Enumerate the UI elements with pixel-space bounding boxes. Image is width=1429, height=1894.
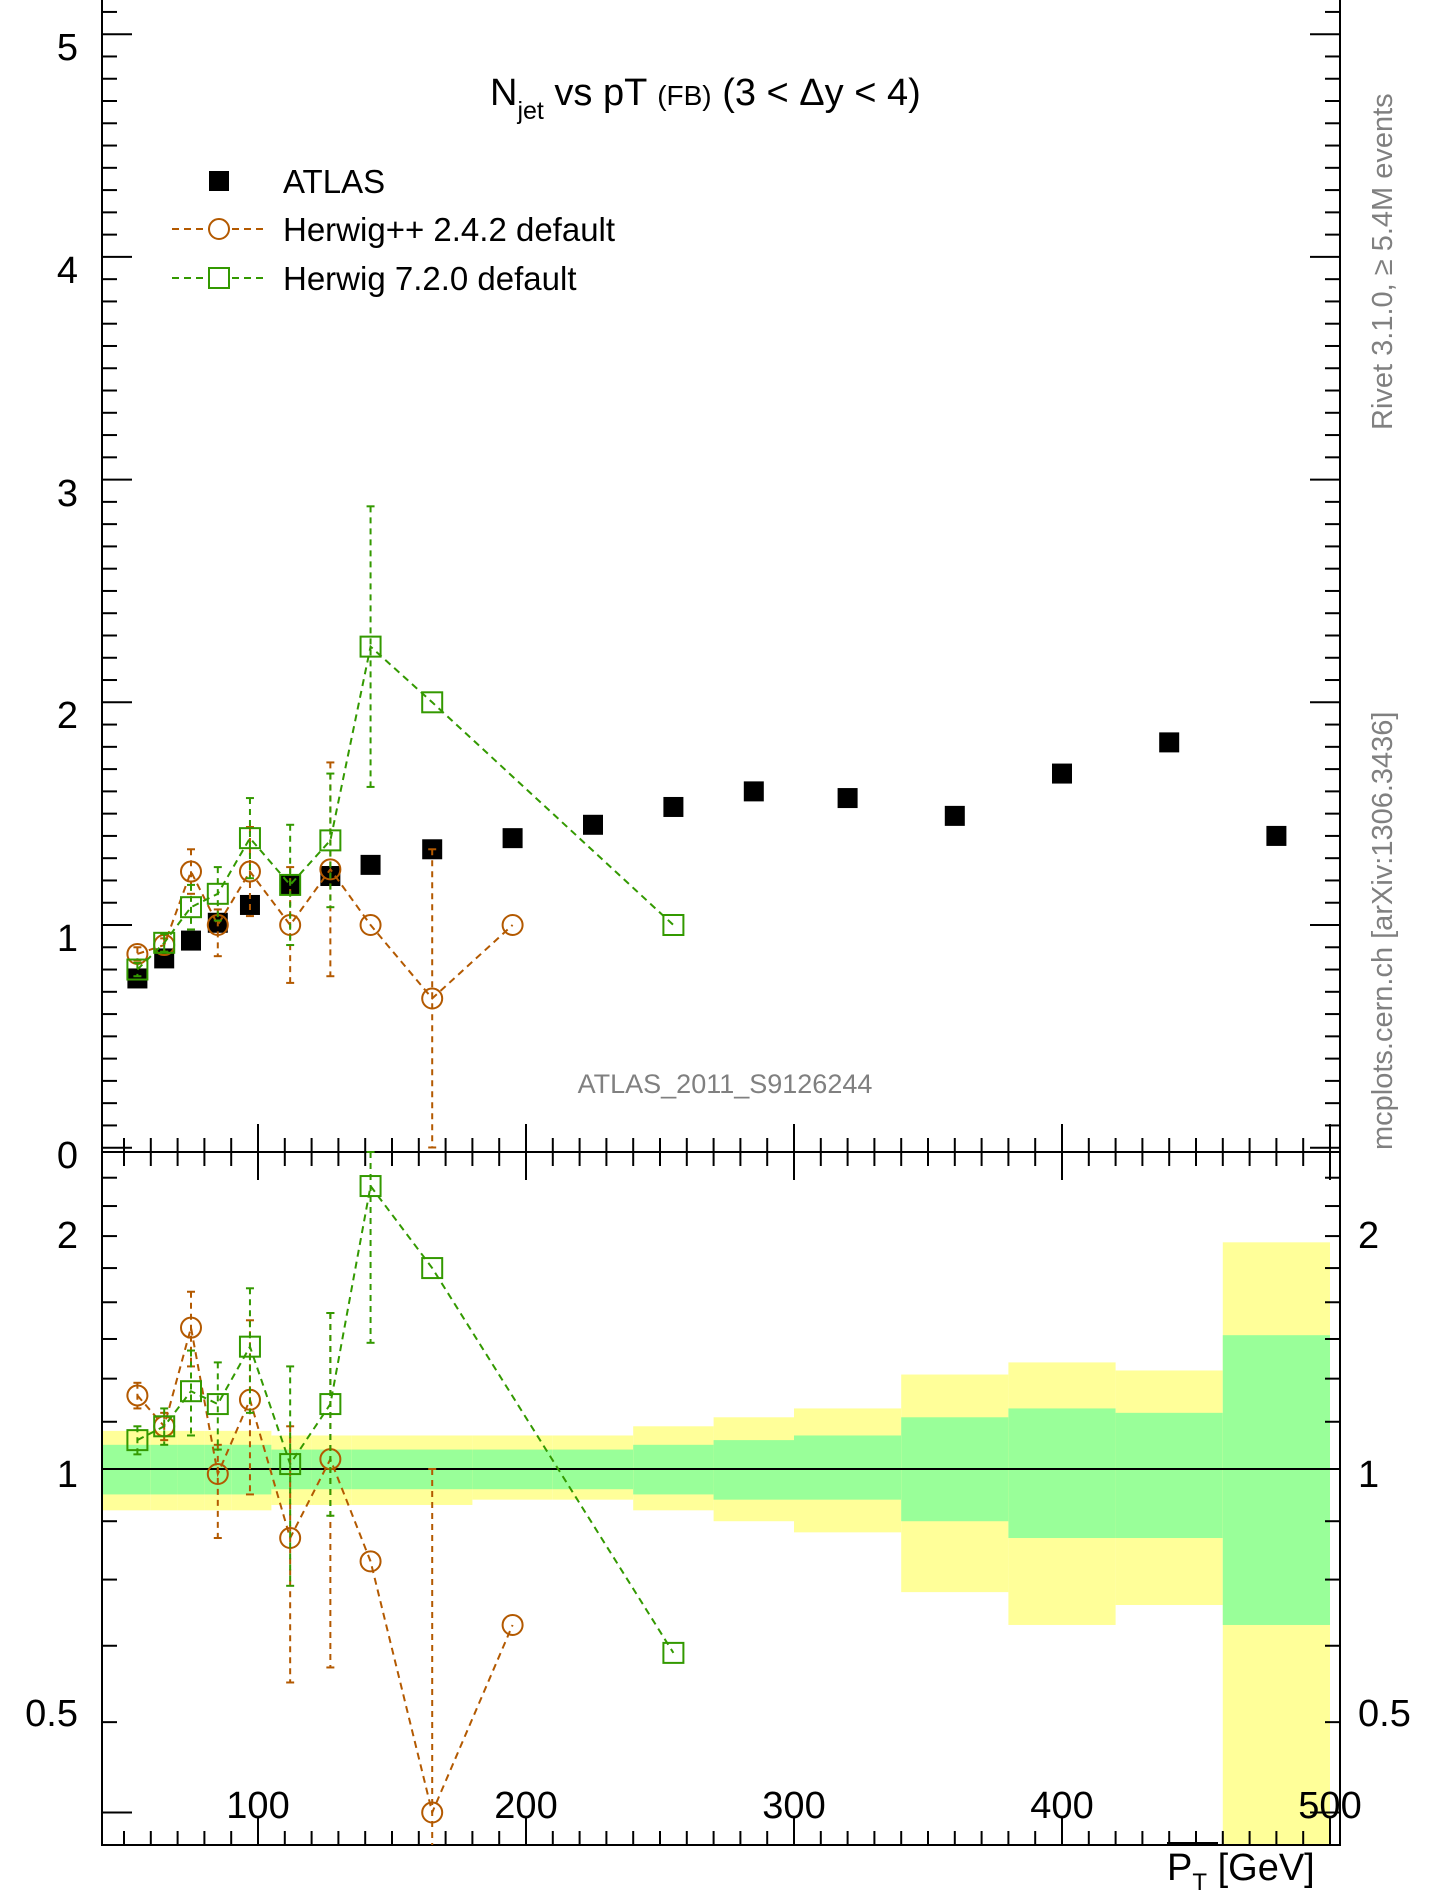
herwig7-point: [359, 635, 382, 658]
herwig7-point: [421, 691, 444, 714]
top-y-tick-1: 1: [57, 918, 78, 960]
atlas-point: [743, 781, 764, 802]
atlas-point: [944, 805, 965, 826]
top-series-layer: [126, 505, 1287, 1149]
herwig7-point: [153, 931, 176, 954]
legend-herwig7-marker: [208, 267, 230, 289]
atlas-point: [502, 828, 523, 849]
herwigpp-point: [501, 914, 524, 936]
x-tick-300: 300: [762, 1785, 825, 1827]
herwig7-point: [206, 882, 229, 905]
legend-herwigpp-marker: [208, 218, 230, 240]
ratio-herwigpp-point: [359, 1550, 382, 1573]
mcplots-reference-label: mcplots.cern.ch [arXiv:1306.3436]: [1367, 712, 1399, 1150]
band-inner: [1115, 1412, 1223, 1539]
band-inner: [1008, 1408, 1116, 1539]
herwigpp-point: [180, 860, 202, 883]
herwig7-line: [136, 644, 675, 971]
bottom-series-layer: [126, 1151, 685, 1845]
bottom-y-tick-labels: 2 1 0.5 2 1 0.5: [25, 1215, 1411, 1735]
ratio-herwig7-point: [180, 1380, 202, 1403]
ratio-herwigpp-point: [126, 1384, 149, 1407]
ratio-herwig7-point: [279, 1453, 302, 1476]
herwigpp-point: [421, 987, 444, 1010]
top-y-tick-labels: 5 4 3 2 1 0: [57, 27, 78, 1177]
bottom-y-tick-1-right: 1: [1358, 1454, 1379, 1496]
herwigpp-point: [359, 914, 382, 936]
x-tick-100: 100: [226, 1785, 289, 1827]
bottom-y-tick-2-left: 2: [57, 1215, 78, 1257]
herwig7-point: [126, 958, 149, 981]
band-inner: [1222, 1335, 1330, 1625]
x-axis-title-text: PT [GeV]: [1167, 1847, 1315, 1894]
ratio-herwigpp-point: [180, 1316, 202, 1339]
bottom-y-tick-05-right: 0.5: [1358, 1693, 1411, 1735]
ratio-herwigpp-line: [136, 1327, 514, 1816]
herwig7-point: [180, 896, 202, 919]
ratio-herwigpp-point: [501, 1613, 524, 1636]
herwigpp-point: [319, 858, 342, 881]
legend-item-herwig7: Herwig 7.2.0 default: [172, 260, 577, 297]
top-y-tick-5: 5: [57, 27, 78, 69]
bottom-y-tick-2-right: 2: [1358, 1215, 1379, 1257]
ratio-herwig7-point: [359, 1175, 382, 1198]
ratio-herwig7-point: [206, 1393, 229, 1416]
herwigpp-point: [238, 860, 261, 883]
top-y-tick-2: 2: [57, 695, 78, 737]
atlas-point: [181, 930, 201, 951]
legend-herwigpp-label: Herwig++ 2.4.2 default: [283, 211, 615, 248]
top-y-tick-0: 0: [57, 1135, 78, 1177]
ratio-herwig7-point: [126, 1429, 149, 1452]
legend-item-atlas: ATLAS: [209, 163, 385, 200]
ratio-herwig7-line: [136, 1183, 675, 1654]
data-uncertainty-bands: [102, 1242, 1340, 1845]
analysis-id-watermark: ATLAS_2011_S9126244: [578, 1069, 873, 1099]
main-plot-panel: 5 4 3 2 1 0 Njet vs pT (FB) (3 < Δy < 4)…: [57, 0, 1341, 1177]
band-inner: [794, 1435, 902, 1500]
legend-item-herwigpp: Herwig++ 2.4.2 default: [172, 211, 615, 248]
ratio-herwig7-point: [421, 1257, 444, 1280]
herwigpp-line: [137, 867, 514, 1000]
atlas-point: [837, 788, 858, 809]
legend-atlas-label: ATLAS: [283, 163, 385, 200]
atlas-point: [127, 968, 148, 989]
atlas-point: [1159, 732, 1180, 753]
ratio-herwig7-point: [153, 1415, 176, 1438]
atlas-point: [583, 814, 603, 835]
chart-title: Njet vs pT (FB) (3 < Δy < 4): [490, 72, 921, 125]
herwig7-point: [319, 829, 342, 852]
herwig7-point: [662, 914, 685, 936]
herwig7-point: [279, 873, 302, 896]
bottom-axis-ticks: [101, 1151, 1341, 1846]
x-tick-500: 500: [1298, 1785, 1361, 1827]
atlas-point: [1052, 763, 1072, 784]
x-tick-200: 200: [494, 1785, 557, 1827]
ratio-herwigpp-point: [421, 1801, 444, 1824]
ratio-herwig7-point: [238, 1335, 261, 1358]
ratio-plot-panel: 2 1 0.5 2 1 0.5 100 200 300 400 500 PT […: [25, 1151, 1411, 1894]
atlas-point: [663, 796, 684, 817]
top-y-tick-3: 3: [57, 473, 78, 515]
bottom-y-tick-1-left: 1: [57, 1454, 78, 1496]
legend-atlas-marker: [209, 171, 229, 191]
legend-herwig7-label: Herwig 7.2.0 default: [283, 260, 577, 297]
bottom-frame: [101, 1151, 1341, 1846]
x-axis-title: PT [GeV]: [1167, 1842, 1315, 1894]
ratio-herwig7-point: [319, 1393, 342, 1416]
atlas-point: [1266, 825, 1287, 846]
rivet-version-label: Rivet 3.1.0, ≥ 5.4M events: [1367, 93, 1399, 430]
herwig7-point: [238, 827, 261, 850]
bottom-y-tick-05-left: 0.5: [25, 1693, 78, 1735]
atlas-point: [360, 854, 381, 875]
legend: ATLAS Herwig++ 2.4.2 default Herwig 7.2.…: [172, 163, 615, 297]
ratio-herwig7-point: [662, 1641, 685, 1664]
top-y-tick-4: 4: [57, 250, 78, 292]
ratio-herwigpp-point: [206, 1462, 229, 1485]
x-tick-400: 400: [1030, 1785, 1093, 1827]
x-tick-labels: 100 200 300 400 500: [226, 1785, 1361, 1827]
